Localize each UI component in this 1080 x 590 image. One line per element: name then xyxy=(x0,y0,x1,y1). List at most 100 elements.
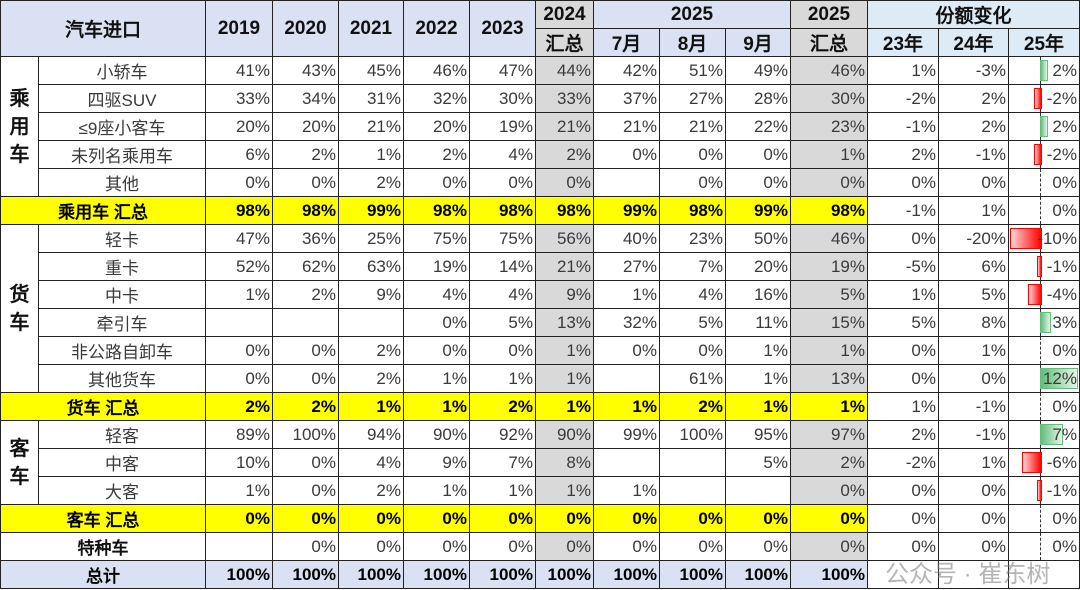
change-cell: -5% xyxy=(867,252,939,281)
summary-row: 乘用车 汇总 98% 98% 99% 98% 98% 98% 99% 98% 99% 98% -1% 1… xyxy=(0,196,1080,225)
value-cell xyxy=(725,476,791,505)
summary-row: 货车 汇总 2% 2% 1% 1% 2% 1% 1% 2% 1% 1% 1% -1% 0% xyxy=(0,392,1080,421)
table-row: 重卡 52% 62% 63% 19% 14% 21% 27% 7% 20% 19% -5% 6% -1% xyxy=(1,252,1080,281)
value-cell: 98% xyxy=(659,196,726,225)
value-cell: 46% xyxy=(403,56,470,85)
change-value: 0% xyxy=(1052,200,1077,220)
value-cell: 19% xyxy=(790,252,868,281)
value-cell: 44% xyxy=(535,56,594,85)
value-cell: 100% xyxy=(403,560,470,589)
value-cell: 2% xyxy=(338,364,404,393)
value-cell: 52% xyxy=(205,252,273,281)
row-label: 其他货车 xyxy=(38,364,206,393)
value-cell: 0% xyxy=(535,168,594,197)
change-cell: -2% xyxy=(867,84,939,113)
row-label: 牵引车 xyxy=(38,308,206,337)
value-cell: 100% xyxy=(205,560,273,589)
change-cell: 0% xyxy=(867,224,939,253)
change-value: -6% xyxy=(1046,452,1077,472)
value-cell: 100% xyxy=(659,560,726,589)
change-cell: 5% xyxy=(938,280,1009,309)
value-cell: 89% xyxy=(205,420,273,449)
col-jul: 7月 xyxy=(593,28,660,57)
value-cell: 2% xyxy=(659,392,726,421)
value-cell: 0% xyxy=(469,504,536,533)
row-label: ≤9座小客车 xyxy=(38,112,206,141)
change-cell: 0% xyxy=(867,336,939,365)
value-cell xyxy=(659,476,726,505)
value-cell: 1% xyxy=(535,476,594,505)
change-value: -2% xyxy=(1046,88,1077,108)
change-cell: -10% xyxy=(1008,224,1080,253)
positive-data-bar xyxy=(1040,368,1078,389)
value-cell: 99% xyxy=(593,196,660,225)
value-cell: 23% xyxy=(790,112,868,141)
value-cell: 2% xyxy=(338,168,404,197)
value-cell: 33% xyxy=(535,84,594,113)
value-cell: 100% xyxy=(272,420,339,449)
value-cell: 20% xyxy=(725,252,791,281)
change-value: 2% xyxy=(1052,60,1077,80)
value-cell: 4% xyxy=(469,140,536,169)
change-cell: 1% xyxy=(938,196,1009,225)
negative-data-bar xyxy=(1028,284,1042,305)
value-cell: 99% xyxy=(725,196,791,225)
value-cell: 20% xyxy=(205,112,273,141)
value-cell: 0% xyxy=(790,168,868,197)
change-value: 2% xyxy=(1052,116,1077,136)
value-cell: 13% xyxy=(535,308,594,337)
header-row-2: 汇总 7月 8月 9月 汇总 23年 24年 25年 xyxy=(1,28,1080,57)
value-cell: 1% xyxy=(535,364,594,393)
value-cell: 0% xyxy=(659,140,726,169)
special-vehicle-row: 特种车 0% 0% 0% 0% 0% 0% 0% 0% 0% 0% 0% 0% xyxy=(0,532,1080,561)
change-cell: 12% xyxy=(1008,364,1080,393)
change-cell: 2% xyxy=(938,112,1009,141)
value-cell: 51% xyxy=(659,56,726,85)
table-title: 汽车进口 xyxy=(0,0,206,57)
value-cell: 4% xyxy=(403,280,470,309)
value-cell: 43% xyxy=(272,56,339,85)
negative-data-bar xyxy=(1037,256,1042,277)
value-cell: 0% xyxy=(659,336,726,365)
value-cell xyxy=(338,308,404,337)
change-cell: 0% xyxy=(867,504,939,533)
row-label: 重卡 xyxy=(38,252,206,281)
change-cell: -1% xyxy=(938,392,1009,421)
value-cell: 47% xyxy=(205,224,273,253)
change-cell: -2% xyxy=(1008,140,1080,169)
value-cell: 0% xyxy=(403,504,470,533)
value-cell: 0% xyxy=(725,168,791,197)
positive-data-bar xyxy=(1040,116,1048,137)
col-2022: 2022 xyxy=(403,0,470,57)
value-cell: 62% xyxy=(272,252,339,281)
col-2025-total-sub: 汇总 xyxy=(790,28,868,57)
value-cell: 32% xyxy=(403,84,470,113)
table-row: 乘用车 小轿车 41% 43% 45% 46% 47% 44% 42% 51% 49% 46% 1% -3… xyxy=(0,56,1080,197)
bar-axis xyxy=(1040,393,1041,420)
value-cell xyxy=(205,532,273,561)
change-value: 0% xyxy=(1052,536,1077,556)
change-cell: 0% xyxy=(867,476,939,505)
value-cell: 1% xyxy=(469,476,536,505)
change-cell: 1% xyxy=(938,336,1009,365)
value-cell: 92% xyxy=(469,420,536,449)
positive-data-bar xyxy=(1040,60,1048,81)
change-cell: -2% xyxy=(1008,84,1080,113)
value-cell: 0% xyxy=(725,140,791,169)
change-cell xyxy=(938,560,1009,589)
value-cell: 2% xyxy=(790,448,868,477)
value-cell xyxy=(593,448,660,477)
change-cell: -2% xyxy=(867,448,939,477)
value-cell: 5% xyxy=(659,308,726,337)
change-cell: 0% xyxy=(938,168,1009,197)
change-value: 0% xyxy=(1052,396,1077,416)
change-cell: 0% xyxy=(938,532,1009,561)
value-cell: 0% xyxy=(403,532,470,561)
value-cell: 98% xyxy=(469,196,536,225)
change-cell: 1% xyxy=(867,280,939,309)
value-cell: 2% xyxy=(272,392,339,421)
value-cell: 1% xyxy=(725,336,791,365)
value-cell: 0% xyxy=(205,364,273,393)
value-cell: 34% xyxy=(272,84,339,113)
value-cell: 0% xyxy=(790,504,868,533)
